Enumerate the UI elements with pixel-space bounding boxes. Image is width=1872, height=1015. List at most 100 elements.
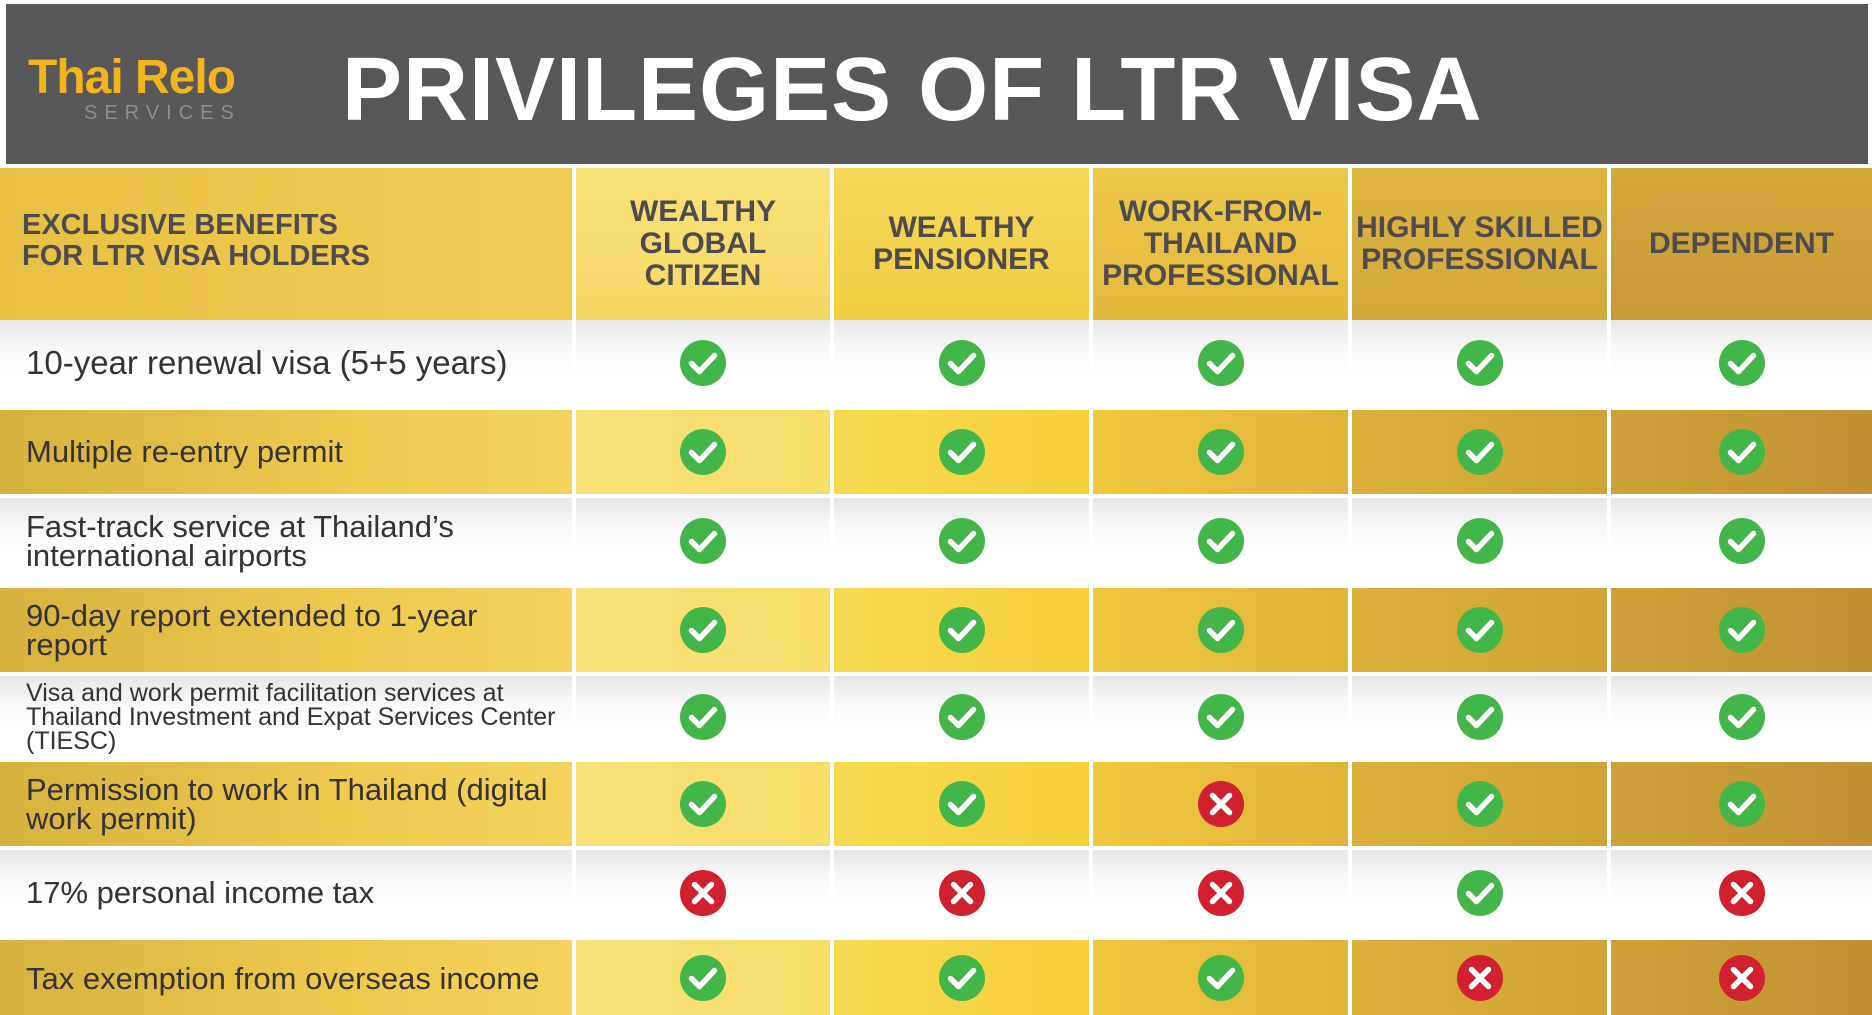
check-circle-icon (1197, 693, 1245, 741)
check-circle-icon (1456, 693, 1504, 741)
benefit-label: Tax exemption from overseas income (26, 960, 540, 996)
eligibility-cell (576, 588, 830, 672)
eligibility-cell (576, 320, 830, 406)
eligibility-cell (1611, 320, 1872, 406)
benefit-cell: Permission to work in Thailand (digital … (0, 762, 572, 846)
benefits-table: EXCLUSIVE BENEFITS FOR LTR VISA HOLDERS … (0, 168, 1872, 1015)
eligibility-cell (1352, 762, 1607, 846)
table-row: Fast-track service at Thailand’s interna… (0, 498, 1872, 584)
column-header-cell: WEALTHY PENSIONER (834, 168, 1089, 320)
benefit-label: 90-day report extended to 1-year report (26, 598, 478, 662)
eligibility-cell (1093, 410, 1348, 494)
check-circle-icon (938, 693, 986, 741)
logo-wordmark: Thai Relo (28, 51, 236, 104)
benefit-cell: Tax exemption from overseas income (0, 940, 572, 1015)
table-row: Visa and work permit facilitation servic… (0, 676, 1872, 758)
eligibility-cell (1611, 676, 1872, 758)
benefit-cell: Visa and work permit facilitation servic… (0, 676, 572, 758)
benefit-cell: 17% personal income tax (0, 850, 572, 936)
table-row: Tax exemption from overseas income (0, 940, 1872, 1015)
eligibility-cell (834, 498, 1089, 584)
check-circle-icon (1197, 428, 1245, 476)
eligibility-cell (1611, 850, 1872, 936)
eligibility-cell (1093, 498, 1348, 584)
eligibility-cell (1093, 676, 1348, 758)
cross-circle-icon (1718, 869, 1766, 917)
check-circle-icon (938, 428, 986, 476)
check-circle-icon (938, 954, 986, 1002)
benefit-label: Visa and work permit facilitation servic… (26, 679, 556, 755)
check-circle-icon (938, 780, 986, 828)
benefit-label: Permission to work in Thailand (digital … (26, 772, 548, 836)
eligibility-cell (834, 410, 1089, 494)
thai-relo-logo: Thai Relo SERVICES (28, 50, 248, 130)
table-header-row: EXCLUSIVE BENEFITS FOR LTR VISA HOLDERS … (0, 168, 1872, 320)
column-header-label: WEALTHY GLOBAL CITIZEN (629, 195, 777, 292)
eligibility-cell (834, 850, 1089, 936)
cross-circle-icon (1197, 780, 1245, 828)
check-circle-icon (1197, 606, 1245, 654)
check-circle-icon (1718, 428, 1766, 476)
check-circle-icon (938, 517, 986, 565)
check-circle-icon (1456, 869, 1504, 917)
check-circle-icon (1718, 780, 1766, 828)
column-header-cell: DEPENDENT (1611, 168, 1872, 320)
eligibility-cell (1352, 676, 1607, 758)
eligibility-cell (834, 940, 1089, 1015)
check-circle-icon (679, 606, 727, 654)
check-circle-icon (679, 428, 727, 476)
cross-circle-icon (1197, 869, 1245, 917)
column-header-cell: HIGHLY SKILLED PROFESSIONAL (1352, 168, 1607, 320)
eligibility-cell (1611, 940, 1872, 1015)
cross-circle-icon (1718, 954, 1766, 1002)
eligibility-cell (1352, 850, 1607, 936)
corner-header-cell: EXCLUSIVE BENEFITS FOR LTR VISA HOLDERS (0, 168, 572, 320)
check-circle-icon (1197, 517, 1245, 565)
eligibility-cell (1093, 588, 1348, 672)
check-circle-icon (1718, 517, 1766, 565)
eligibility-cell (1093, 850, 1348, 936)
eligibility-cell (1093, 940, 1348, 1015)
logo-subtitle: SERVICES (84, 102, 241, 124)
check-circle-icon (1456, 606, 1504, 654)
eligibility-cell (1093, 762, 1348, 846)
table-row: Permission to work in Thailand (digital … (0, 762, 1872, 846)
eligibility-cell (1611, 410, 1872, 494)
column-header-label: HIGHLY SKILLED PROFESSIONAL (1356, 211, 1603, 276)
header-banner: Thai Relo SERVICES PRIVILEGES OF LTR VIS… (6, 4, 1868, 164)
eligibility-cell (1352, 588, 1607, 672)
eligibility-cell (1352, 498, 1607, 584)
table-row: Multiple re-entry permit (0, 410, 1872, 494)
check-circle-icon (1456, 339, 1504, 387)
column-header-label: DEPENDENT (1648, 227, 1835, 260)
eligibility-cell (576, 410, 830, 494)
eligibility-cell (834, 676, 1089, 758)
check-circle-icon (1456, 428, 1504, 476)
benefit-label: 17% personal income tax (26, 875, 375, 910)
eligibility-cell (1352, 320, 1607, 406)
cross-circle-icon (679, 869, 727, 917)
check-circle-icon (1718, 339, 1766, 387)
column-header-label: WORK-FROM- THAILAND PROFESSIONAL (1102, 195, 1339, 292)
eligibility-cell (576, 498, 830, 584)
check-circle-icon (1197, 954, 1245, 1002)
check-circle-icon (679, 517, 727, 565)
check-circle-icon (679, 339, 727, 387)
cross-circle-icon (938, 869, 986, 917)
check-circle-icon (1718, 606, 1766, 654)
column-header-cell: WEALTHY GLOBAL CITIZEN (576, 168, 830, 320)
eligibility-cell (576, 676, 830, 758)
benefit-label: 10-year renewal visa (5+5 years) (26, 344, 508, 381)
check-circle-icon (1718, 693, 1766, 741)
check-circle-icon (679, 954, 727, 1002)
check-circle-icon (1197, 339, 1245, 387)
eligibility-cell (1611, 588, 1872, 672)
table-row: 17% personal income tax (0, 850, 1872, 936)
cross-circle-icon (1456, 954, 1504, 1002)
benefit-cell: Fast-track service at Thailand’s interna… (0, 498, 572, 584)
benefit-cell: 90-day report extended to 1-year report (0, 588, 572, 672)
eligibility-cell (834, 762, 1089, 846)
benefit-cell: Multiple re-entry permit (0, 410, 572, 494)
benefit-label: Multiple re-entry permit (26, 434, 343, 469)
